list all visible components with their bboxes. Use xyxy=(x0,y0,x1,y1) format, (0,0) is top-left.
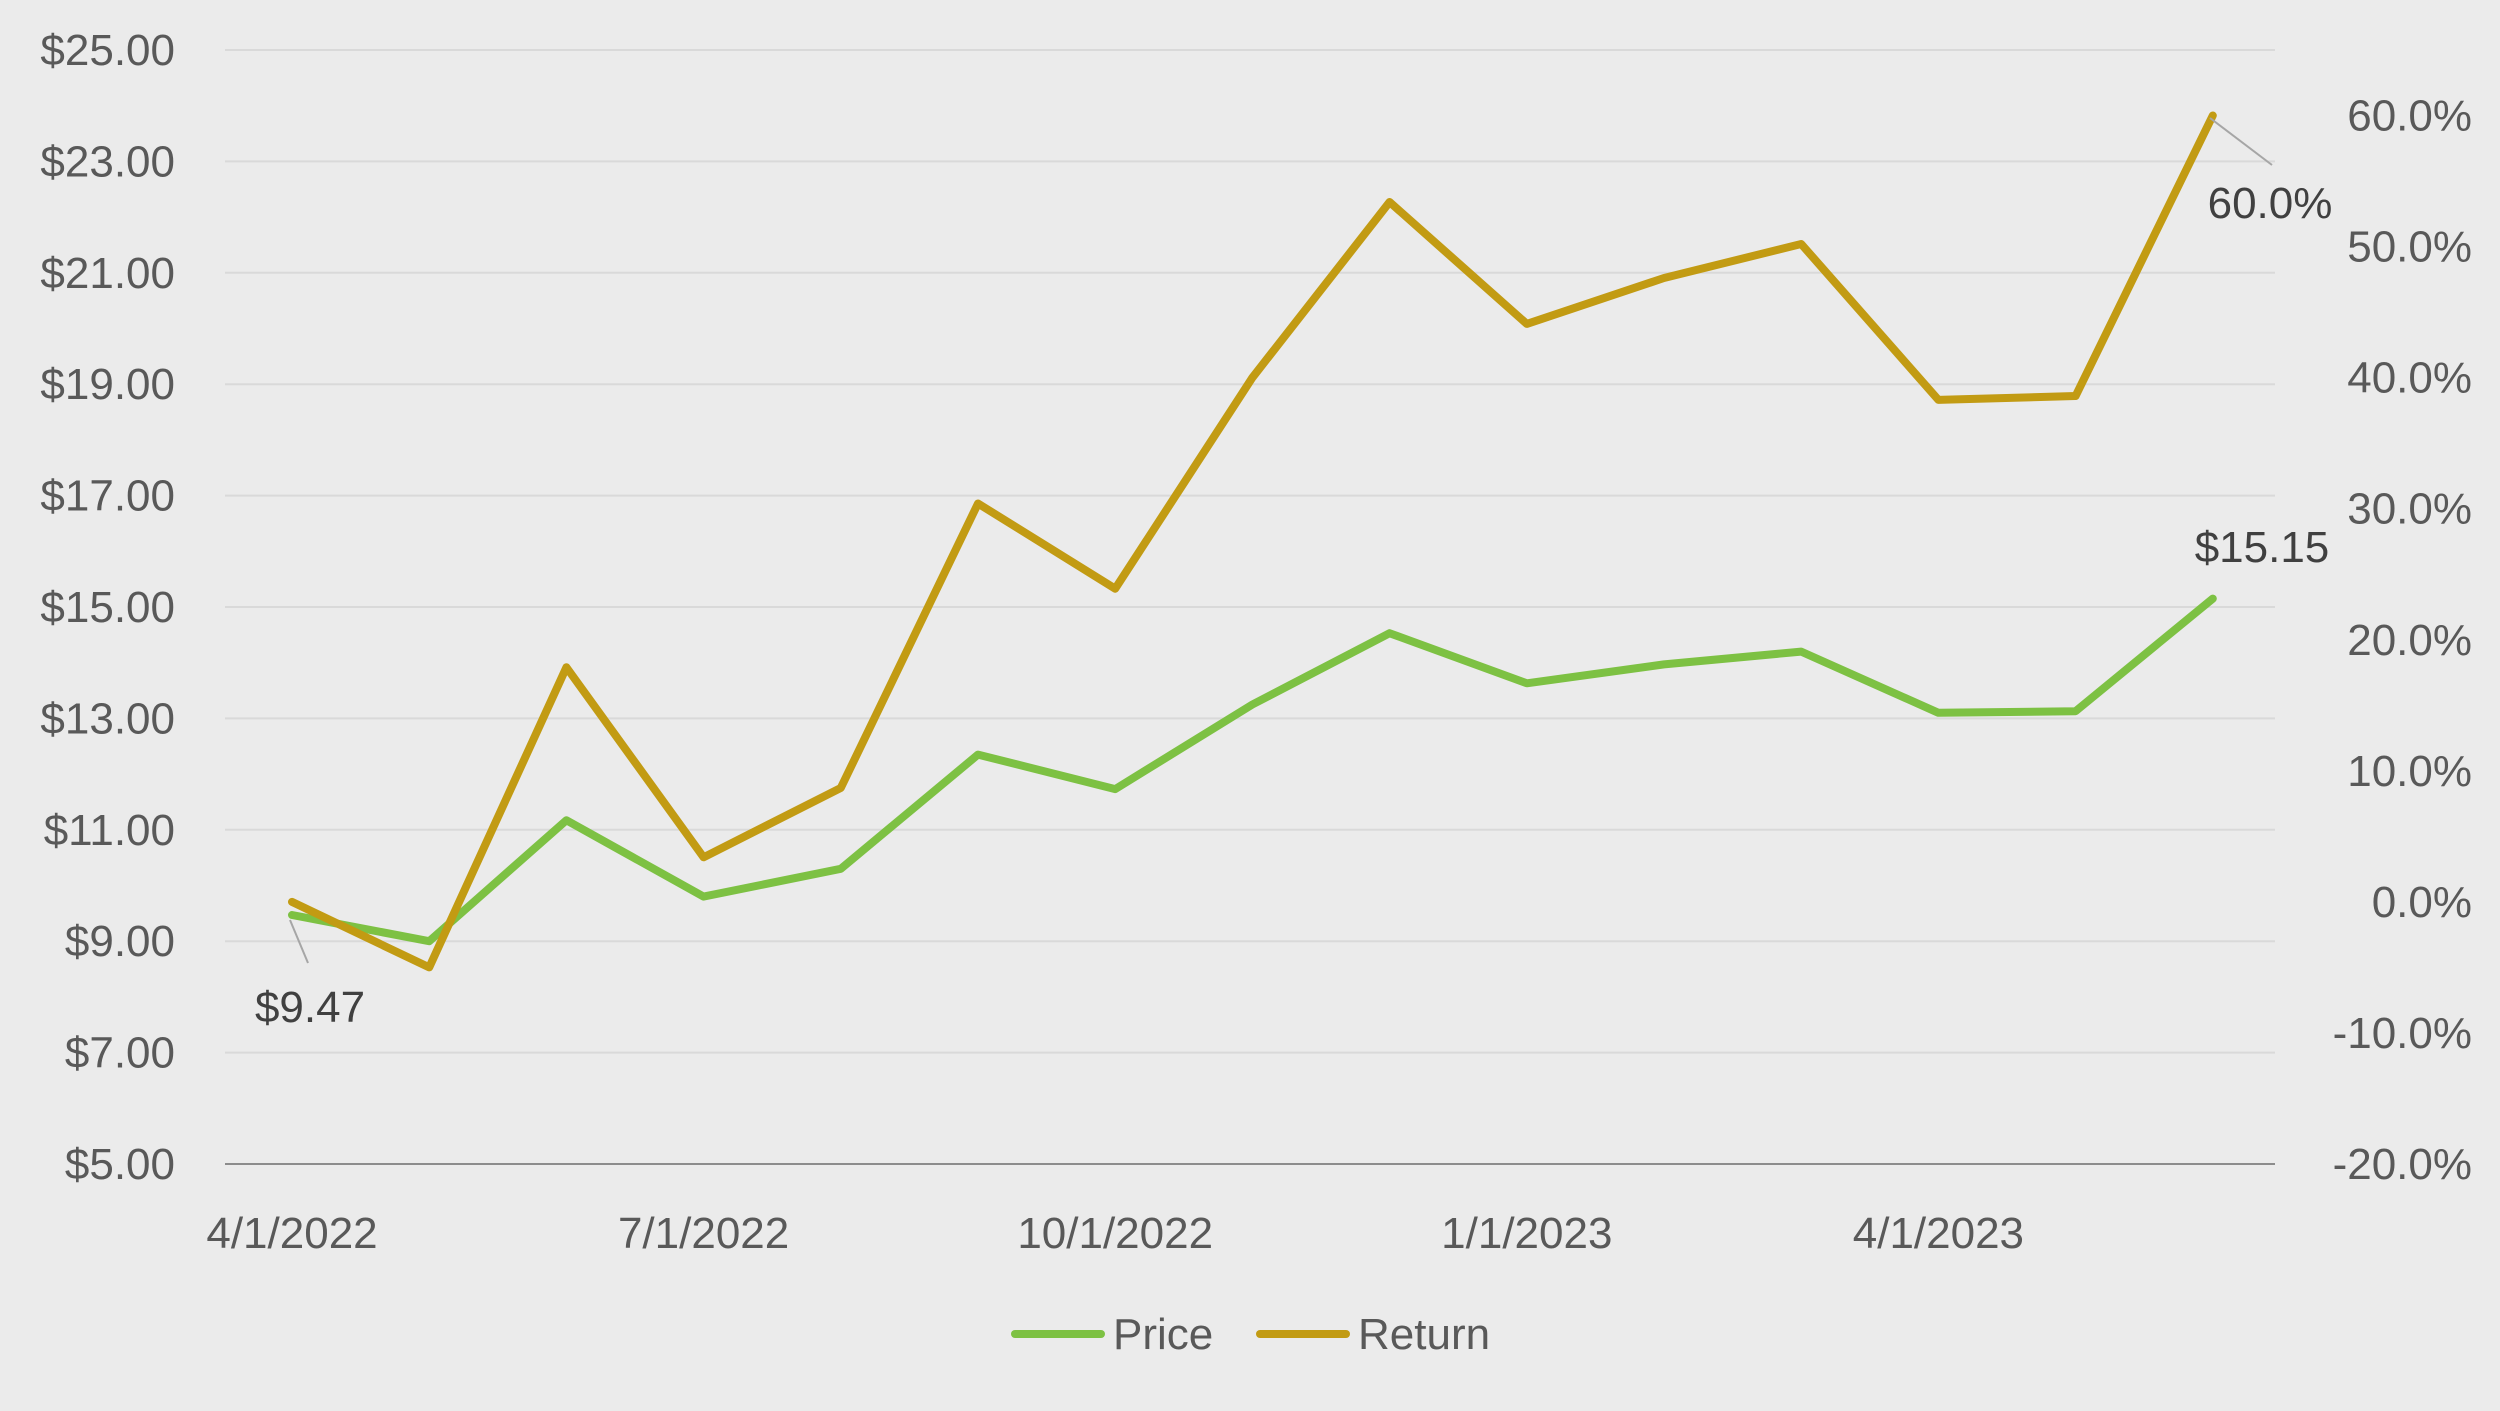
y-left-tick-label: $17.00 xyxy=(40,472,175,521)
y-left-tick-label: $19.00 xyxy=(40,360,175,409)
y-left-tick-label: $15.00 xyxy=(40,583,175,632)
y-left-tick-label: $23.00 xyxy=(40,137,175,186)
y-left-tick-label: $7.00 xyxy=(65,1029,175,1078)
x-tick-label: 10/1/2022 xyxy=(1017,1209,1213,1258)
leader-line xyxy=(2209,117,2273,166)
y-right-tick-label: 20.0% xyxy=(2347,616,2472,665)
y-right-tick-label: -10.0% xyxy=(2333,1009,2472,1058)
y-right-tick-label: 50.0% xyxy=(2347,223,2472,272)
data-label: $9.47 xyxy=(255,983,365,1032)
y-left-tick-label: $21.00 xyxy=(40,249,175,298)
x-tick-label: 4/1/2023 xyxy=(1853,1209,2024,1258)
x-tick-label: 1/1/2023 xyxy=(1441,1209,1612,1258)
y-left-tick-label: $5.00 xyxy=(65,1140,175,1189)
y-left-tick-label: $25.00 xyxy=(40,26,175,75)
series-line-return xyxy=(288,111,2217,972)
series-line-price xyxy=(288,594,2217,946)
x-tick-label: 7/1/2022 xyxy=(618,1209,789,1258)
y-right-tick-label: 30.0% xyxy=(2347,485,2472,534)
x-tick-label: 4/1/2022 xyxy=(206,1209,377,1258)
legend-label-return: Return xyxy=(1358,1310,1490,1359)
data-label: 60.0% xyxy=(2208,179,2333,228)
y-left-tick-label: $13.00 xyxy=(40,694,175,743)
y-left-tick-label: $11.00 xyxy=(44,806,175,855)
leader-line xyxy=(289,919,309,964)
y-right-tick-label: 40.0% xyxy=(2347,354,2472,403)
y-left-tick-label: $9.00 xyxy=(65,917,175,966)
legend-label-price: Price xyxy=(1113,1310,1213,1359)
y-right-tick-label: -20.0% xyxy=(2333,1140,2472,1189)
y-right-tick-label: 0.0% xyxy=(2372,878,2472,927)
y-right-tick-label: 60.0% xyxy=(2347,92,2472,141)
y-right-tick-label: 10.0% xyxy=(2347,747,2472,796)
data-label: $15.15 xyxy=(2195,523,2330,572)
